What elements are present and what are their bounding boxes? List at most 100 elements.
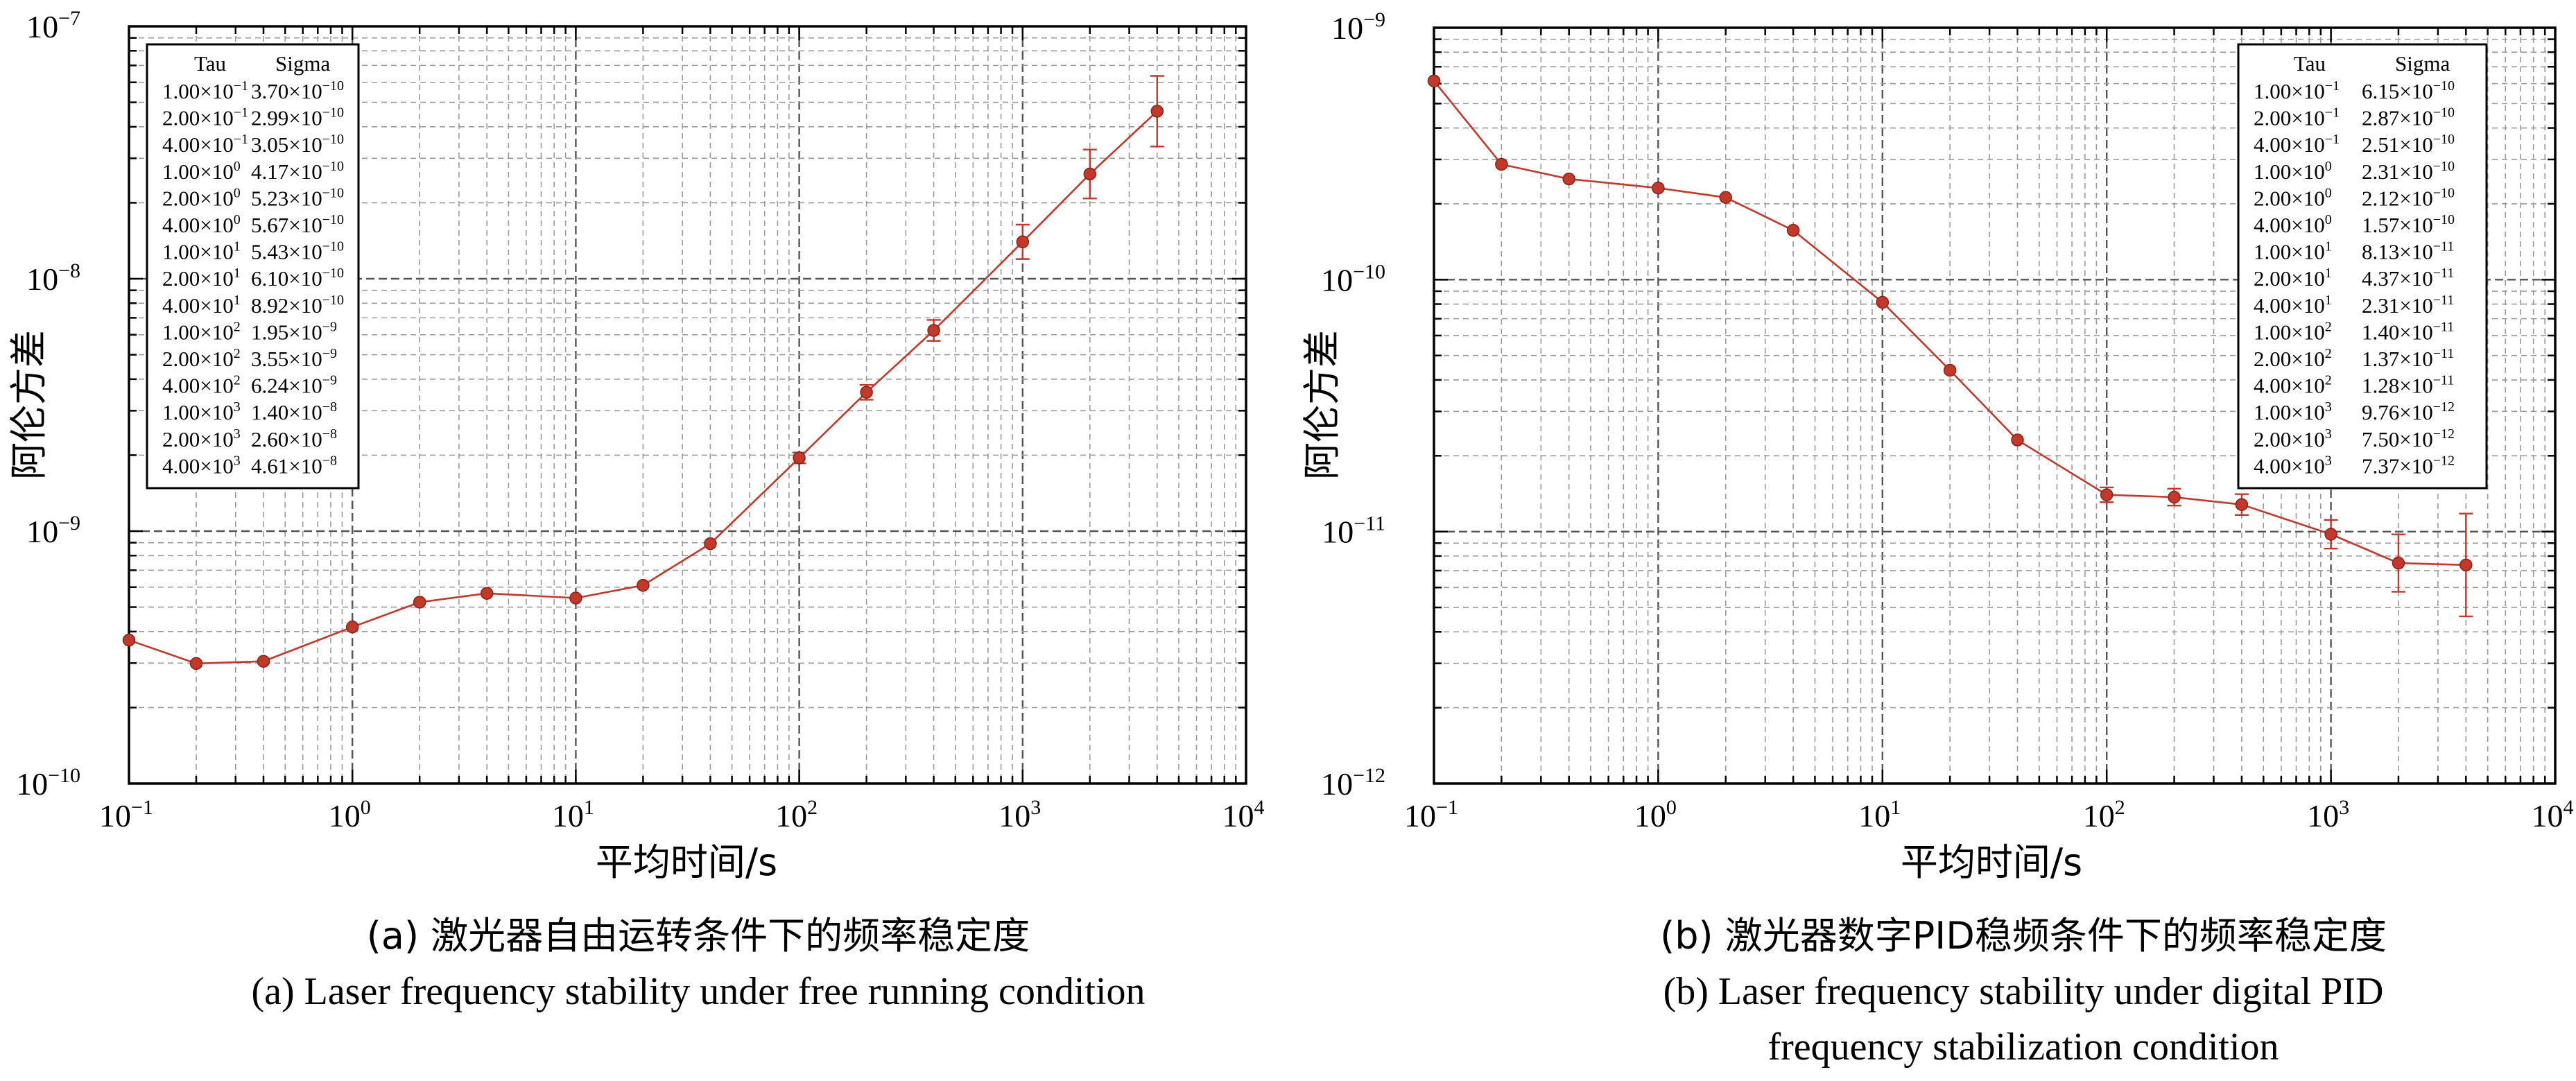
table-cell-sigma: 7.37×10−12 <box>2362 453 2455 478</box>
data-point <box>1719 191 1733 205</box>
table-cell-tau: 2.00×100 <box>2254 185 2332 210</box>
data-point <box>2324 528 2337 541</box>
table-cell-tau: 4.00×101 <box>2254 293 2332 318</box>
table-cell-tau: 4.00×103 <box>2254 453 2332 478</box>
table-cell-tau: 2.00×10−1 <box>2254 105 2340 130</box>
table-cell-sigma: 2.60×10−8 <box>251 426 337 451</box>
x-tick-label: 10−1 <box>99 796 153 833</box>
y-tick-label: 10−10 <box>1321 260 1385 297</box>
data-point <box>1876 295 1890 309</box>
data-point <box>1652 181 1665 195</box>
data-point <box>569 591 582 605</box>
table-cell-tau: 1.00×103 <box>2254 399 2332 424</box>
x-axis-label: 平均时间/s <box>596 840 777 884</box>
table-cell-tau: 4.00×100 <box>2254 212 2332 237</box>
data-point <box>2460 558 2473 572</box>
caption-english: (b) Laser frequency stability under digi… <box>1663 970 2384 1013</box>
data-point <box>345 621 359 634</box>
data-point <box>480 587 494 600</box>
table-cell-sigma: 5.43×10−10 <box>251 239 344 264</box>
table-cell-sigma: 3.70×10−10 <box>251 78 344 103</box>
data-point <box>2011 433 2024 447</box>
table-cell-tau: 2.00×101 <box>162 266 241 291</box>
table-cell-sigma: 3.55×10−9 <box>251 346 337 371</box>
y-axis-label: 阿伦方差 <box>1300 330 1344 480</box>
table-cell-sigma: 6.15×10−10 <box>2362 78 2455 103</box>
data-point <box>2100 488 2113 501</box>
table-cell-tau: 1.00×103 <box>162 399 241 424</box>
table-cell-sigma: 4.61×10−8 <box>251 453 337 478</box>
table-cell-sigma: 6.10×10−10 <box>251 266 344 291</box>
y-axis-label: 阿伦方差 <box>7 330 51 480</box>
data-point <box>257 655 270 668</box>
table-cell-tau: 1.00×100 <box>162 159 241 184</box>
data-point <box>2168 490 2181 504</box>
x-tick-label: 103 <box>2307 796 2349 833</box>
table-cell-tau: 2.00×102 <box>2254 346 2332 371</box>
data-point <box>2392 556 2405 570</box>
y-tick-label: 10−12 <box>1321 764 1385 802</box>
x-tick-label: 101 <box>1858 796 1901 833</box>
table-cell-sigma: 8.13×10−11 <box>2362 239 2454 264</box>
table-cell-sigma: 3.05×10−10 <box>251 132 344 157</box>
chart-panel-b: 10−1 100 101 102 103 104 10−12 10−11 10−10 10−9 平均… <box>1300 8 2574 1069</box>
table-cell-tau: 1.00×10−1 <box>2254 78 2340 103</box>
data-point <box>793 451 806 465</box>
table-header-tau: Tau <box>194 51 226 76</box>
table-cell-tau: 2.00×10−1 <box>162 105 248 130</box>
table-cell-tau: 2.00×103 <box>2254 426 2332 451</box>
data-point <box>189 657 203 671</box>
data-point <box>704 537 717 551</box>
x-tick-label: 102 <box>2083 796 2125 833</box>
table-cell-sigma: 2.99×10−10 <box>251 105 344 130</box>
table-cell-tau: 1.00×101 <box>2254 239 2332 264</box>
x-tick-label: 104 <box>2532 796 2574 833</box>
data-point <box>1083 167 1097 181</box>
table-cell-tau: 2.00×103 <box>162 426 241 451</box>
data-point <box>860 386 873 399</box>
table-cell-tau: 2.00×101 <box>2254 266 2332 291</box>
data-point <box>122 633 136 647</box>
table-cell-tau: 4.00×100 <box>162 212 241 237</box>
x-tick-label: 100 <box>1634 796 1677 833</box>
table-cell-tau: 2.00×102 <box>162 346 241 371</box>
table-header-tau: Tau <box>2294 51 2326 76</box>
data-table: Tau Sigma 1.00×10−1 6.15×10−10 2.00×10−1 2.87… <box>2237 43 2488 490</box>
data-point <box>1786 223 1800 237</box>
table-cell-sigma: 5.23×10−10 <box>251 185 344 210</box>
table-cell-sigma: 7.50×10−12 <box>2362 426 2455 451</box>
table-header-sigma: Sigma <box>275 51 330 76</box>
table-cell-tau: 1.00×10−1 <box>162 78 248 103</box>
y-tick-label: 10−11 <box>1322 512 1385 550</box>
data-point <box>927 324 940 337</box>
data-table-frame <box>146 43 360 490</box>
data-point <box>2235 498 2249 511</box>
data-table-frame <box>2237 43 2488 490</box>
data-point <box>1495 157 1508 171</box>
tick-marks <box>128 25 1247 785</box>
table-cell-sigma: 9.76×10−12 <box>2362 399 2455 424</box>
table-cell-tau: 1.00×101 <box>162 239 241 264</box>
table-cell-tau: 1.00×102 <box>162 319 241 344</box>
table-cell-tau: 4.00×10−1 <box>2254 132 2340 157</box>
table-cell-sigma: 6.24×10−9 <box>251 373 337 398</box>
data-table: Tau Sigma 1.00×10−1 3.70×10−102.00×10−1 2.99… <box>146 43 360 490</box>
table-cell-tau: 4.00×103 <box>162 453 241 478</box>
table-header-sigma: Sigma <box>2395 51 2450 76</box>
table-cell-sigma: 4.17×10−10 <box>251 159 344 184</box>
plot-frame <box>1433 26 2557 785</box>
table-cell-tau: 1.00×102 <box>2254 319 2332 344</box>
table-cell-tau: 4.00×102 <box>162 373 241 398</box>
caption-chinese: (a) 激光器自由运转条件下的频率稳定度 <box>367 914 1030 958</box>
table-cell-sigma: 1.57×10−10 <box>2362 212 2455 237</box>
data-point <box>637 578 650 592</box>
table-cell-sigma: 2.12×10−10 <box>2362 185 2455 210</box>
table-cell-sigma: 1.95×10−9 <box>251 319 337 344</box>
table-cell-sigma: 2.31×10−11 <box>2362 293 2454 318</box>
table-cell-tau: 4.00×101 <box>162 293 241 318</box>
data-point <box>1150 105 1164 118</box>
table-cell-sigma: 5.67×10−10 <box>251 212 344 237</box>
x-axis-label: 平均时间/s <box>1901 840 2082 884</box>
table-cell-tau: 4.00×10−1 <box>162 132 248 157</box>
